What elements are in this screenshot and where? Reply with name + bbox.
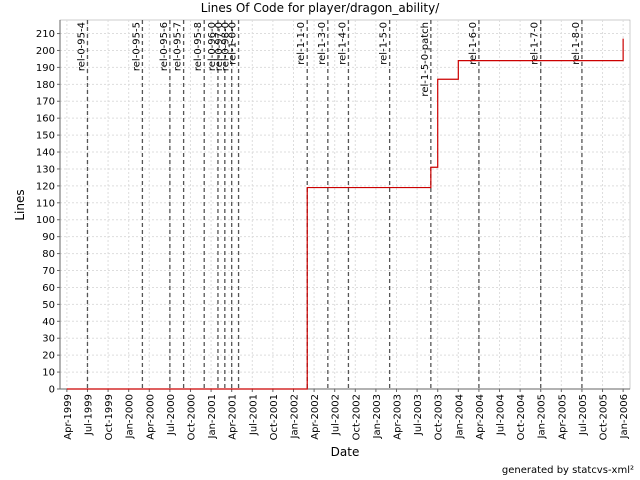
release-label: rel-0-98-0 [221,22,232,71]
y-tick-label: 180 [36,80,55,91]
y-tick-label: 60 [42,283,55,294]
release-label: rel-0-95-4 [76,22,87,71]
line [66,38,624,390]
footer: generated by statcvs-xml² [502,465,634,476]
release-label: rel-0-95-7 [173,22,184,71]
y-tick-label: 130 [36,164,55,175]
release-label: rel-1-3-0 [317,22,328,65]
y-tick-label: 0 [49,385,55,396]
y-tick-label: 120 [36,181,55,192]
x-tick-label: Jul-2001 [248,394,259,436]
x-tick-label: Apr-2002 [310,394,321,440]
y-tick-label: 170 [36,97,55,108]
chart-title: Lines Of Code for player/dragon_ability/ [201,1,440,15]
x-tick-label: Jul-2005 [578,394,589,436]
x-tick-label: Jul-1999 [83,394,94,436]
release-label: rel-1-5-0-patch [420,22,431,97]
x-tick-label: Oct-2002 [351,394,362,440]
x-tick-label: Oct-2005 [599,394,610,440]
y-tick-label: 90 [42,232,55,243]
y-tick-label: 10 [42,368,55,379]
y-tick-label: 50 [42,300,55,311]
release-label: rel-1-5-0 [379,22,390,65]
release-label: rel-1-8-0 [571,22,582,65]
y-tick-label: 80 [42,249,55,260]
x-tick-label: Jan-2004 [454,394,465,439]
x-tick-label: Jan-2005 [537,394,548,439]
y-tick-label: 70 [42,266,55,277]
x-tick-label: Apr-2005 [557,394,568,440]
x-tick-label: Apr-2000 [145,394,156,440]
y-tick-label: 40 [42,317,55,328]
release-label: rel-0-95-8 [193,22,204,71]
release-label: rel-1-4-0 [337,22,348,65]
x-tick-label: Jul-2002 [331,394,342,436]
y-tick-label: 150 [36,131,55,142]
y-tick-label: 20 [42,351,55,362]
x-tick-label: Apr-1999 [63,394,74,440]
y-tick-label: 110 [36,198,55,209]
y-tick-label: 140 [36,148,55,159]
y-tick-label: 210 [36,29,55,40]
y-axis-title: Lines [13,189,27,220]
x-tick-label: Jul-2004 [496,394,507,436]
x-tick-label: Oct-1999 [104,394,115,440]
release-label: rel-0-96-0 [207,22,218,71]
x-tick-label: Oct-2001 [269,394,280,440]
plot-area [59,19,631,390]
x-tick-label: Jul-2000 [166,394,177,436]
x-tick-label: Jan-2001 [207,394,218,439]
release-label: rel-1-7-0 [530,22,541,65]
y-tick-label: 190 [36,63,55,74]
x-tick-label: Jan-2006 [619,394,630,439]
x-tick-label: Jan-2000 [125,394,136,439]
y-tick-label: 100 [36,215,55,226]
release-label: rel-1-6-0 [468,22,479,65]
x-tick-label: Jul-2003 [413,394,424,436]
release-label: rel-1-1-0 [296,22,307,65]
release-label: rel-1-0-0 [228,22,239,65]
x-tick-label: Apr-2001 [228,394,239,440]
x-tick-label: Jan-2002 [289,394,300,439]
release-label: rel-0-95-5 [131,22,142,71]
x-axis-title: Date [331,445,360,459]
y-tick-label: 200 [36,46,55,57]
x-tick-label: Apr-2004 [475,394,486,440]
x-tick-label: Oct-2004 [516,394,527,440]
release-label: rel-0-95-6 [159,22,170,71]
release-label: rel-0-97-0 [214,22,225,71]
y-tick-label: 160 [36,114,55,125]
x-tick-label: Apr-2003 [393,394,404,440]
x-tick-label: Oct-2003 [434,394,445,440]
x-tick-label: Jan-2003 [372,394,383,439]
x-tick-label: Oct-2000 [186,394,197,440]
y-tick-label: 30 [42,334,55,345]
